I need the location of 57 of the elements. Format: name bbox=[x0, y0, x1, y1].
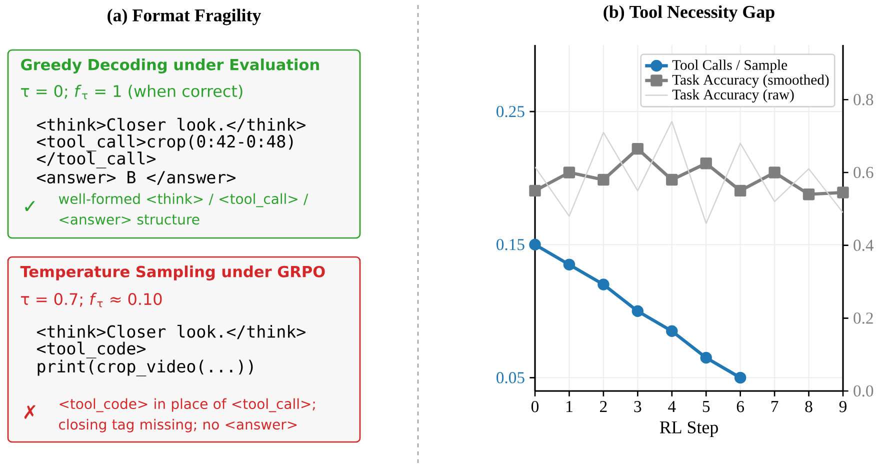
text: (a) Format Fragility bbox=[108, 8, 262, 26]
point bbox=[632, 142, 644, 155]
x-tick-label: 0 bbox=[531, 401, 539, 412]
x-tick-label: 4 bbox=[668, 401, 676, 412]
point bbox=[563, 258, 576, 270]
x-tick-label: 2 bbox=[600, 401, 607, 412]
point bbox=[598, 174, 610, 186]
text: well-formed <think> / <tool_call> / <answer> structure bbox=[58, 193, 308, 225]
x-tick-label: 9 bbox=[839, 401, 846, 412]
x-axis-title: RL Step bbox=[660, 421, 718, 438]
point bbox=[768, 166, 780, 178]
chart-title: (b) Tool Necessity Gap bbox=[604, 5, 774, 22]
y-tick-label: 0.25 bbox=[496, 106, 524, 118]
text: τ = 0.7; f$_{τ}$ ≈ 0.10 bbox=[21, 292, 162, 308]
y-tick-label: 0.15 bbox=[496, 238, 524, 250]
x-tick-label: 3 bbox=[634, 401, 642, 412]
legend-label: Task Accuracy (smoothed) bbox=[672, 74, 829, 88]
text: Greedy Decoding under Evaluation bbox=[21, 58, 319, 74]
legend-label: Task Accuracy (raw) bbox=[672, 89, 794, 102]
x-tick-label: 6 bbox=[736, 401, 744, 412]
point bbox=[632, 305, 644, 318]
text: print(crop_video(...)) bbox=[38, 360, 253, 376]
x-tick-label: 8 bbox=[805, 401, 812, 412]
text: τ = 0; f$_{τ}$ = 1 (when correct) bbox=[21, 84, 242, 100]
text: <answer> B </answer> bbox=[36, 171, 236, 185]
x-tick-label: 7 bbox=[772, 401, 778, 412]
x-tick-label: 1 bbox=[566, 401, 572, 412]
point bbox=[598, 278, 610, 290]
point bbox=[700, 158, 712, 170]
y-tick-label: 0.05 bbox=[496, 372, 524, 384]
point bbox=[529, 238, 541, 250]
legend-label: Tool Calls / Sample bbox=[672, 60, 788, 73]
point bbox=[700, 352, 712, 364]
point bbox=[837, 186, 849, 198]
point bbox=[734, 184, 746, 197]
point bbox=[666, 174, 678, 186]
text: <tool_code> in place of <tool_call>; closing tag missing; no <answer> bbox=[59, 398, 315, 432]
point bbox=[563, 166, 576, 178]
point bbox=[734, 372, 746, 384]
text: <think>Closer look.</think> bbox=[36, 324, 306, 340]
x-tick-label: 5 bbox=[702, 401, 710, 412]
y2-tick-label: 0.2 bbox=[854, 312, 873, 324]
y2-tick-label: 0.6 bbox=[854, 166, 874, 178]
point bbox=[802, 188, 815, 200]
text: <think>Closer look.</think> bbox=[36, 118, 306, 132]
text: <tool_code> bbox=[36, 342, 146, 358]
y2-tick-label: 0.8 bbox=[854, 94, 874, 106]
point bbox=[666, 325, 678, 337]
point bbox=[529, 184, 541, 197]
text: ✗ bbox=[24, 405, 36, 419]
y2-tick-label: 0.0 bbox=[854, 385, 874, 397]
text: Temperature Sampling under GRPO bbox=[20, 266, 325, 280]
text: </tool_call> bbox=[36, 152, 156, 168]
text: ✓ bbox=[25, 201, 35, 212]
y2-tick-label: 0.4 bbox=[854, 240, 874, 251]
line-series bbox=[535, 120, 843, 224]
text: <tool_call>crop(0:42-0:48) bbox=[36, 134, 293, 152]
